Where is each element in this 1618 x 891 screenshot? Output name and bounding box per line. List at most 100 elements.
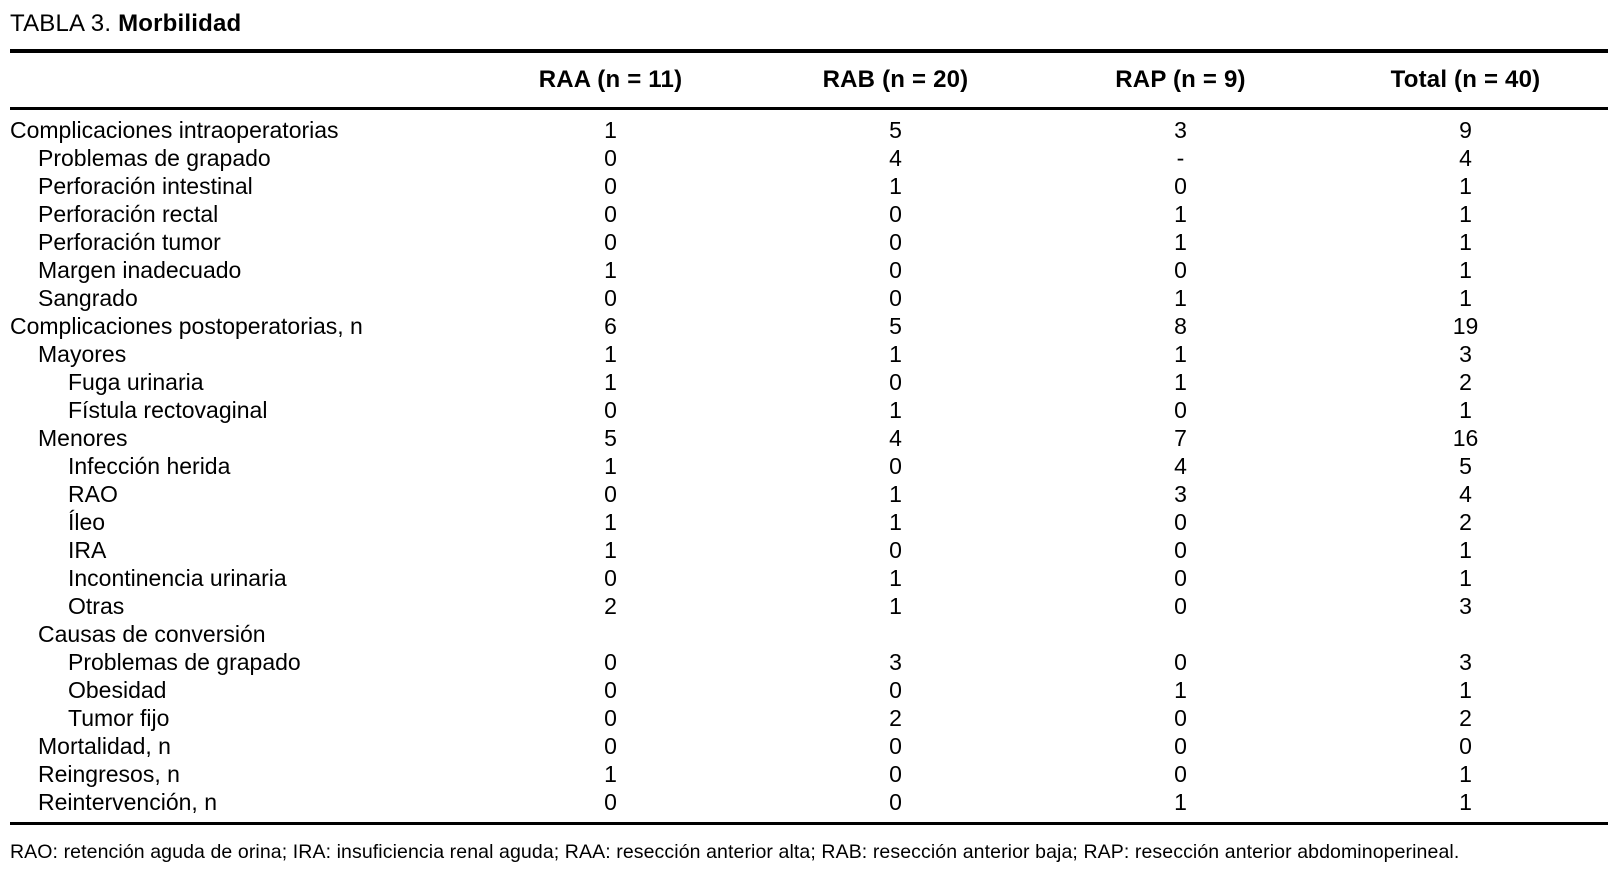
row-label: Complicaciones postoperatorias, n bbox=[10, 313, 363, 339]
row-value: 3 bbox=[1174, 481, 1187, 507]
row-label: Margen inadecuado bbox=[38, 257, 242, 283]
row-value: 1 bbox=[1174, 229, 1187, 255]
table-row: Fístula rectovaginal 0 1 0 1 bbox=[10, 396, 1608, 424]
row-label: Complicaciones intraoperatorias bbox=[10, 117, 339, 143]
table-row: Complicaciones postoperatorias, n 6 5 8 19 bbox=[10, 312, 1608, 340]
row-value: 1 bbox=[1459, 173, 1472, 199]
row-value: 0 bbox=[889, 761, 902, 787]
row-value: 0 bbox=[889, 453, 902, 479]
row-label: Tumor fijo bbox=[68, 705, 170, 731]
row-value: 5 bbox=[1459, 453, 1472, 479]
row-value: 1 bbox=[604, 761, 617, 787]
row-value: 1 bbox=[889, 593, 902, 619]
row-value: 3 bbox=[1174, 117, 1187, 143]
row-value: 16 bbox=[1452, 425, 1479, 451]
row-value: 7 bbox=[1174, 425, 1187, 451]
row-value: 2 bbox=[1459, 509, 1472, 535]
row-value: 0 bbox=[604, 705, 617, 731]
row-value: 5 bbox=[889, 117, 902, 143]
table-row: Complicaciones intraoperatorias 1 5 3 9 bbox=[10, 109, 1608, 145]
row-value: 1 bbox=[1174, 789, 1187, 815]
table-row: Perforación rectal 0 0 1 1 bbox=[10, 200, 1608, 228]
row-value: 8 bbox=[1174, 313, 1187, 339]
column-header-rap: RAP (n = 9) bbox=[1038, 51, 1323, 110]
row-label: Problemas de grapado bbox=[68, 649, 301, 675]
table-header: RAA (n = 11) RAB (n = 20) RAP (n = 9) To… bbox=[10, 51, 1608, 110]
table-row: Obesidad 0 0 1 1 bbox=[10, 676, 1608, 704]
row-value: 1 bbox=[889, 397, 902, 423]
table-row: Tumor fijo 0 2 0 2 bbox=[10, 704, 1608, 732]
row-value: 1 bbox=[1459, 257, 1472, 283]
row-label: Fístula rectovaginal bbox=[68, 397, 268, 423]
table-row: Problemas de grapado 0 3 0 3 bbox=[10, 648, 1608, 676]
row-label: Perforación intestinal bbox=[38, 173, 253, 199]
header-corner-cell bbox=[10, 51, 468, 110]
row-value: 0 bbox=[604, 173, 617, 199]
row-value: 0 bbox=[604, 397, 617, 423]
row-label: Obesidad bbox=[68, 677, 167, 703]
row-value: 0 bbox=[889, 201, 902, 227]
row-value: 1 bbox=[1459, 201, 1472, 227]
table-row: Menores 5 4 7 16 bbox=[10, 424, 1608, 452]
row-label: Íleo bbox=[68, 509, 106, 535]
table-row: Margen inadecuado 1 0 0 1 bbox=[10, 256, 1608, 284]
row-value: 0 bbox=[1174, 565, 1187, 591]
row-value: 3 bbox=[1459, 341, 1472, 367]
column-header-raa: RAA (n = 11) bbox=[468, 51, 753, 110]
row-value bbox=[1323, 620, 1608, 648]
row-value: 5 bbox=[604, 425, 617, 451]
header-row: RAA (n = 11) RAB (n = 20) RAP (n = 9) To… bbox=[10, 51, 1608, 110]
table-row: Mayores 1 1 1 3 bbox=[10, 340, 1608, 368]
table-footnote: RAO: retención aguda de orina; IRA: insu… bbox=[10, 841, 1460, 863]
row-value: 4 bbox=[1174, 453, 1187, 479]
table-row: Otras 2 1 0 3 bbox=[10, 592, 1608, 620]
row-value: 0 bbox=[604, 481, 617, 507]
row-value: 0 bbox=[604, 733, 617, 759]
row-value: 2 bbox=[1459, 705, 1472, 731]
row-value: 0 bbox=[889, 677, 902, 703]
table-row: Perforación intestinal 0 1 0 1 bbox=[10, 172, 1608, 200]
row-value: 1 bbox=[1459, 565, 1472, 591]
row-value: 5 bbox=[889, 313, 902, 339]
row-value: 0 bbox=[604, 201, 617, 227]
row-value: 1 bbox=[604, 117, 617, 143]
table-name: Morbilidad bbox=[118, 10, 242, 37]
row-label: RAO bbox=[68, 481, 118, 507]
table-row: IRA 1 0 0 1 bbox=[10, 536, 1608, 564]
row-value: 1 bbox=[604, 369, 617, 395]
row-value: 1 bbox=[1459, 789, 1472, 815]
row-value: 0 bbox=[1174, 761, 1187, 787]
row-value: 0 bbox=[1174, 173, 1187, 199]
row-value: 4 bbox=[889, 425, 902, 451]
table-row: Incontinencia urinaria 0 1 0 1 bbox=[10, 564, 1608, 592]
row-value: 0 bbox=[889, 789, 902, 815]
row-label: Fuga urinaria bbox=[68, 369, 204, 395]
row-value: 0 bbox=[1174, 649, 1187, 675]
row-value: 0 bbox=[604, 285, 617, 311]
row-label: Infección herida bbox=[68, 453, 231, 479]
row-value bbox=[468, 620, 753, 648]
row-label: Sangrado bbox=[38, 285, 138, 311]
column-header-rab: RAB (n = 20) bbox=[753, 51, 1038, 110]
row-value: 3 bbox=[1459, 593, 1472, 619]
table-row: Reintervención, n 0 0 1 1 bbox=[10, 788, 1608, 824]
row-value: 0 bbox=[1174, 397, 1187, 423]
row-label: IRA bbox=[68, 537, 107, 563]
row-value: 0 bbox=[889, 537, 902, 563]
table-row: Mortalidad, n 0 0 0 0 bbox=[10, 732, 1608, 760]
row-label: Mayores bbox=[38, 341, 127, 367]
row-value: 0 bbox=[1174, 509, 1187, 535]
row-value: 1 bbox=[1174, 285, 1187, 311]
row-value: 0 bbox=[1459, 733, 1472, 759]
table-row: Infección herida 1 0 4 5 bbox=[10, 452, 1608, 480]
row-value: 0 bbox=[1174, 537, 1187, 563]
row-value bbox=[1038, 620, 1323, 648]
row-value: 1 bbox=[604, 453, 617, 479]
table-row: Fuga urinaria 1 0 1 2 bbox=[10, 368, 1608, 396]
row-value: 2 bbox=[889, 705, 902, 731]
row-value: 0 bbox=[604, 649, 617, 675]
table-row: Problemas de grapado 0 4 - 4 bbox=[10, 144, 1608, 172]
row-value: 1 bbox=[1459, 285, 1472, 311]
row-value bbox=[753, 620, 1038, 648]
